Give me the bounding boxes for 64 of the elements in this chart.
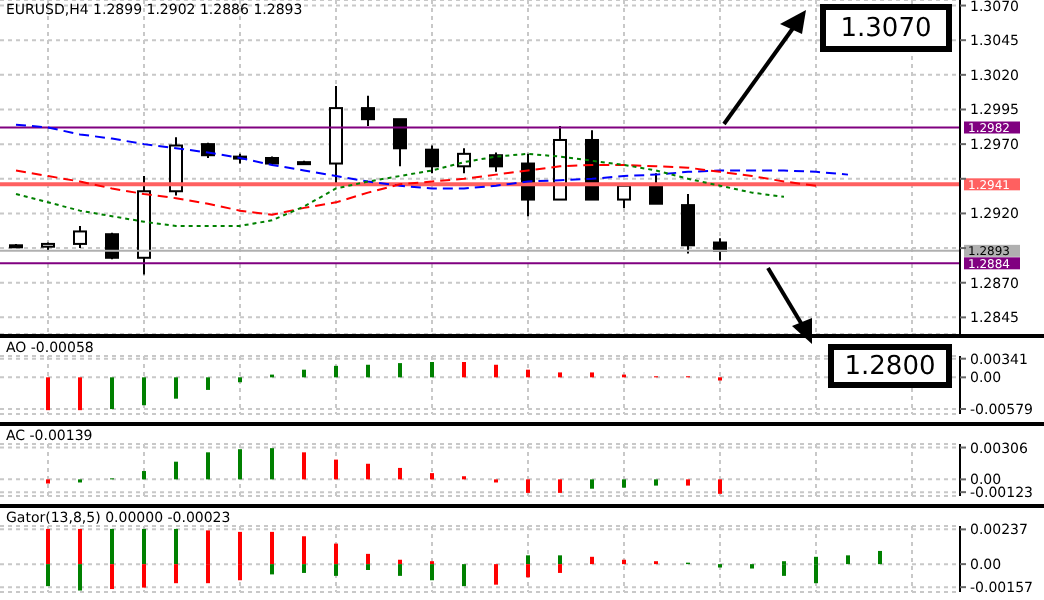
bar <box>686 479 690 486</box>
bar <box>654 479 658 486</box>
bar <box>270 531 274 565</box>
bar <box>526 369 530 378</box>
bar <box>142 471 146 480</box>
bar <box>174 377 178 399</box>
bar <box>398 363 402 378</box>
bar <box>302 564 306 573</box>
bar <box>430 362 434 378</box>
bar <box>430 473 434 480</box>
bar <box>558 372 562 378</box>
bar <box>366 553 370 565</box>
bar <box>238 377 242 383</box>
bar <box>302 536 306 565</box>
candlestick <box>361 94 375 128</box>
bar <box>398 564 402 576</box>
bar <box>526 479 530 493</box>
bar <box>366 463 370 480</box>
bar <box>334 564 338 576</box>
bar <box>78 564 82 591</box>
bar <box>590 479 594 489</box>
bar <box>366 564 370 570</box>
candlestick <box>649 172 663 205</box>
candlestick <box>489 151 503 173</box>
candlestick <box>393 118 407 168</box>
bar <box>782 564 786 576</box>
bar <box>78 528 82 565</box>
bar <box>78 377 82 411</box>
line-series <box>15 163 817 216</box>
bar <box>590 556 594 565</box>
bar <box>174 461 178 480</box>
bar <box>718 479 722 494</box>
annotation: 1.3070 <box>820 4 952 52</box>
bar <box>46 528 50 565</box>
candlestick <box>681 193 695 255</box>
bar <box>142 377 146 406</box>
bar <box>590 372 594 378</box>
bar <box>494 364 498 378</box>
bar <box>430 564 434 581</box>
bar <box>46 564 50 587</box>
bar <box>302 369 306 378</box>
bar <box>302 452 306 480</box>
bar <box>270 564 274 575</box>
bar <box>270 448 274 480</box>
candlestick <box>73 224 87 250</box>
bar <box>334 365 338 378</box>
bar <box>206 377 210 390</box>
bar <box>558 479 562 493</box>
bar <box>46 377 50 411</box>
bar <box>110 377 114 410</box>
bar <box>462 362 466 378</box>
bar <box>334 459 338 480</box>
bar <box>462 564 466 587</box>
bar <box>622 479 626 488</box>
bar <box>398 467 402 480</box>
candlestick <box>457 147 471 175</box>
candlestick <box>425 144 439 175</box>
line-series <box>15 152 785 227</box>
annotation: 1.2800 <box>828 344 952 388</box>
bar <box>366 364 370 378</box>
bar <box>238 449 242 480</box>
bar <box>206 452 210 480</box>
bar <box>334 543 338 565</box>
bar <box>814 564 818 584</box>
